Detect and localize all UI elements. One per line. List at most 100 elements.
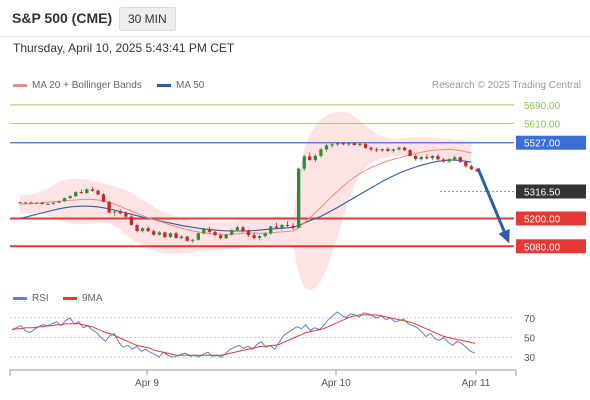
forecast-arrow-shaft (476, 167, 510, 242)
candle-body (458, 157, 462, 162)
candle-body (414, 155, 418, 160)
candle-body (191, 239, 195, 241)
level-label: 5316.50 (524, 187, 561, 198)
candle-body (419, 156, 423, 160)
candle-body (408, 150, 412, 156)
rsi-tick-label: 70 (524, 314, 536, 325)
candle-body (219, 235, 223, 239)
candle-body (297, 168, 301, 228)
candle-body (107, 201, 111, 213)
candle-body (269, 226, 273, 234)
interval-button[interactable]: 30 MIN (119, 7, 176, 31)
candle-body (402, 147, 407, 151)
candle-body (363, 143, 368, 148)
forecast-arrow-head (498, 229, 510, 244)
level-label: 5610.00 (524, 119, 561, 130)
legend-rsi-ma-label: 9MA (82, 293, 103, 304)
candle-body (113, 211, 117, 213)
candle-body (464, 162, 468, 167)
candle-body (313, 155, 317, 161)
candle-body (79, 192, 83, 194)
candle-body (425, 156, 429, 159)
candle-body (246, 231, 251, 236)
legend-rsi: RSI (13, 293, 49, 305)
legend-ma50-label: MA 50 (176, 80, 205, 91)
candle-body (135, 225, 139, 231)
candle-body (146, 228, 150, 232)
timestamp: Thursday, April 10, 2025 5:43:41 PM CET (13, 41, 235, 55)
level-label-box (516, 211, 586, 226)
candle-body (347, 143, 351, 145)
level-label: 5690.00 (524, 101, 561, 112)
candle-body (152, 231, 156, 235)
candle-body (163, 232, 167, 237)
bollinger-band (20, 111, 472, 291)
chart-header: S&P 500 (CME) 30 MIN (0, 0, 590, 37)
candle-body (302, 156, 306, 169)
candle-body (179, 236, 184, 238)
candle-body (168, 233, 173, 237)
candle-body (475, 169, 479, 172)
candle-body (436, 155, 440, 160)
candle-body (469, 166, 474, 170)
candle-body (235, 227, 239, 231)
candle-body (202, 228, 206, 234)
candle-body (18, 202, 22, 204)
rsi-ma-swatch (63, 296, 77, 300)
candle-body (319, 149, 323, 156)
candle-body (90, 189, 95, 191)
candle-body (397, 147, 401, 150)
candle-body (140, 228, 145, 231)
rsi-swatch (13, 296, 27, 300)
candle-body (258, 236, 262, 238)
legend-ma50: MA 50 (157, 80, 204, 92)
candle-body (230, 230, 234, 235)
candle-body (101, 194, 106, 202)
time-tick-label: Apr 9 (135, 378, 159, 389)
candle-body (29, 202, 33, 204)
rsi-line (11, 311, 476, 358)
candle-body (336, 143, 340, 145)
candle-body (330, 144, 334, 146)
level-label: 5527.00 (524, 139, 561, 150)
candle-body (224, 234, 228, 239)
ma20-swatch (13, 83, 27, 87)
candle-body (62, 198, 67, 202)
candle-body (57, 201, 61, 203)
candle-body (157, 232, 161, 235)
candle-body (213, 231, 217, 236)
legend-rsi-ma: 9MA (63, 293, 103, 305)
ma20-line (19, 148, 472, 236)
ma50-swatch (157, 83, 171, 87)
rsi-tick-label: 50 (524, 334, 536, 345)
candle-body (369, 147, 373, 150)
candle-body (447, 159, 451, 162)
candle-body (291, 225, 295, 228)
candle-body (263, 233, 267, 237)
candle-body (280, 225, 284, 228)
candle-body (174, 233, 178, 238)
candle-body (46, 203, 50, 205)
time-tick-label: Apr 11 (462, 378, 491, 389)
credit-text: Research © 2025 Trading Central (431, 80, 581, 91)
level-label: 5200.00 (524, 214, 561, 225)
candle-body (453, 157, 457, 160)
candle-body (85, 189, 89, 193)
candle-body (118, 211, 122, 214)
legend-ma20: MA 20 + Bollinger Bands (13, 80, 142, 92)
candle-body (35, 202, 39, 204)
candle-body (441, 159, 446, 162)
candle-body (124, 213, 128, 217)
candle-body (185, 236, 189, 241)
candle-body (274, 226, 278, 228)
candle-body (196, 233, 200, 240)
legend-ma20-label: MA 20 + Bollinger Bands (32, 80, 142, 91)
candle-body (324, 145, 329, 150)
rsi-ma-line (11, 314, 476, 356)
candle-body (341, 143, 345, 145)
candle-body (68, 196, 72, 199)
candle-body (129, 216, 134, 225)
ma50-line (19, 159, 472, 232)
time-tick-label: Apr 10 (321, 378, 351, 389)
